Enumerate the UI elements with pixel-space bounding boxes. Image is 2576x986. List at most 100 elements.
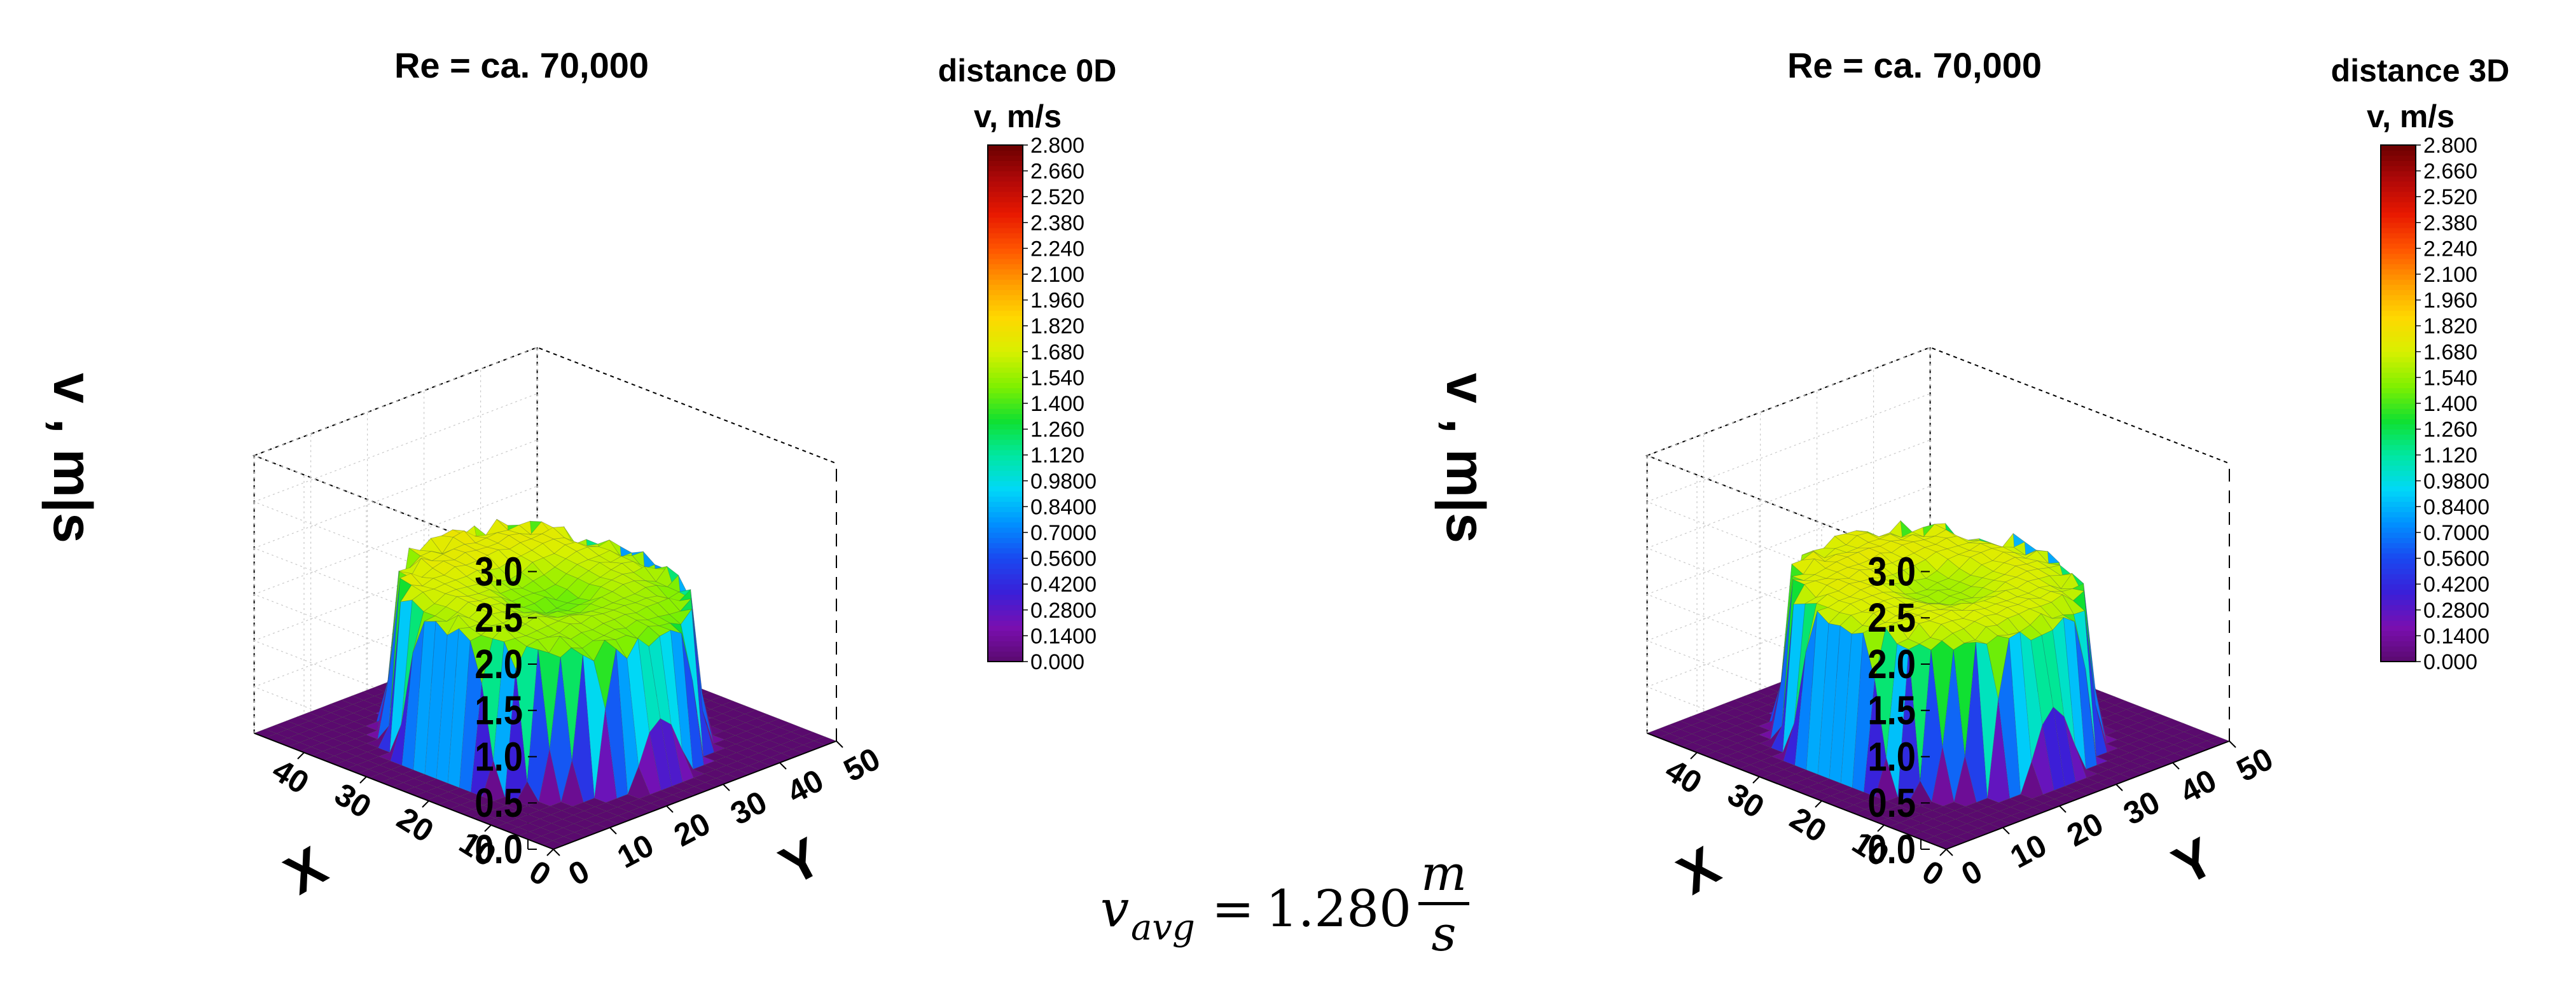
x-tick <box>1690 752 1698 760</box>
formula-value: 1.280 <box>1266 879 1412 938</box>
colorbar-segment <box>2381 362 2416 368</box>
colorbar-segment <box>2381 331 2416 337</box>
colorbar-segment <box>988 197 1023 202</box>
colorbar-segment <box>2381 548 2416 554</box>
surface-patch <box>2114 700 2138 710</box>
colorbar-segment <box>2381 248 2416 254</box>
colorbar-segment <box>988 398 1023 404</box>
colorbar-segment <box>988 635 1023 642</box>
colorbar-segment <box>988 305 1023 311</box>
colorbar-segment <box>2381 279 2416 285</box>
colorbar-segment <box>988 238 1023 244</box>
fraction-bar <box>1418 902 1469 905</box>
colorbar-segment <box>2381 439 2416 445</box>
colorbar-segment <box>2381 429 2416 435</box>
chart-title: Re = ca. 70,000 <box>394 45 649 85</box>
colorbar-label: v, m/s <box>974 99 1062 134</box>
colorbar-segment <box>988 356 1023 363</box>
grid-line <box>1645 347 1947 573</box>
colorbar-segment <box>2381 480 2416 487</box>
colorbar-tick-label: 2.240 <box>2423 237 2477 261</box>
colorbar-segment <box>988 315 1023 321</box>
colorbar-tick-label: 2.800 <box>2423 134 2477 158</box>
colorbar-segment <box>988 527 1023 533</box>
surface-patch <box>767 718 791 728</box>
colorbar-segment <box>988 475 1023 482</box>
colorbar-segment <box>2381 387 2416 394</box>
colorbar-segment <box>988 150 1023 156</box>
x-tick <box>1752 776 1760 784</box>
formula-unit-denominator: s <box>1431 905 1457 962</box>
colorbar-segment <box>988 176 1023 182</box>
colorbar-tick-label: 2.660 <box>1030 160 1084 184</box>
colorbar-segment <box>2381 227 2416 233</box>
colorbar-segment <box>988 186 1023 192</box>
y-tick <box>2172 762 2180 770</box>
colorbar-tick-label: 0.000 <box>2423 650 2477 674</box>
colorbar-segment <box>2381 197 2416 202</box>
colorbar-segment <box>988 212 1023 218</box>
colorbar-segment <box>988 491 1023 497</box>
colorbar-tick-label: 1.120 <box>2423 443 2477 468</box>
colorbar-segment <box>988 295 1023 301</box>
colorbar-segment <box>988 165 1023 172</box>
colorbar-segment <box>2381 491 2416 497</box>
y-tick-label: 30 <box>724 784 772 832</box>
colorbar-segment <box>2381 522 2416 528</box>
colorbar-segment <box>988 548 1023 554</box>
colorbar-segment <box>2381 573 2416 580</box>
colorbar-segment <box>988 170 1023 177</box>
colorbar-segment <box>2381 485 2416 492</box>
colorbar-segment <box>988 217 1023 223</box>
colorbar-segment <box>2381 553 2416 559</box>
average-velocity-formula: v avg = 1.280 m s <box>1100 846 1533 973</box>
colorbar-segment <box>2381 268 2416 275</box>
colorbar-segment <box>988 641 1023 647</box>
x-tick <box>297 752 305 760</box>
surface-patch <box>2102 696 2127 705</box>
colorbar-segment <box>2381 170 2416 177</box>
colorbar-segment <box>2381 609 2416 616</box>
colorbar-tick-label: 0.8400 <box>2423 495 2489 519</box>
colorbar-segment <box>988 222 1023 228</box>
surface-patch <box>2171 723 2196 732</box>
colorbar-segment <box>988 279 1023 285</box>
colorbar-segment <box>988 589 1023 595</box>
colorbar-segment <box>988 377 1023 384</box>
colorbar-tick-label: 1.260 <box>2423 418 2477 442</box>
colorbar-segment <box>988 538 1023 543</box>
colorbar-tick-label: 2.100 <box>2423 263 2477 287</box>
colorbar-segment <box>2381 496 2416 502</box>
y-tick-label: 20 <box>668 805 716 854</box>
y-tick-label: 0 <box>563 853 595 893</box>
colorbar-segment <box>988 351 1023 358</box>
colorbar-tick-label: 0.4200 <box>1030 573 1097 597</box>
colorbar-title: distance 3D <box>2331 53 2510 88</box>
colorbar-tick-label: 0.8400 <box>1030 495 1097 519</box>
colorbar: distance 3D v, m/s 0.0000.14000.28000.4200… <box>2331 53 2510 674</box>
colorbar-segment <box>2381 450 2416 455</box>
colorbar-segment <box>988 300 1023 306</box>
colorbar-segment <box>988 233 1023 239</box>
colorbar-segment <box>2381 460 2416 466</box>
colorbar-segment <box>2381 543 2416 548</box>
formula-subscript: avg <box>1131 907 1195 948</box>
colorbar-segment <box>2381 315 2416 321</box>
colorbar-segment <box>988 160 1023 167</box>
x-axis-label: X <box>1667 835 1729 906</box>
x-tick <box>1877 824 1885 832</box>
colorbar-segment <box>2381 367 2416 373</box>
colorbar-segment <box>988 346 1023 352</box>
colorbar-segment <box>2381 305 2416 311</box>
colorbar-segment <box>2381 594 2416 601</box>
x-tick <box>484 824 492 832</box>
y-tick <box>779 762 787 770</box>
z-tick-label: 0.5 <box>474 780 523 826</box>
colorbar-segment <box>2381 563 2416 569</box>
colorbar-tick-label: 0.2800 <box>2423 599 2489 623</box>
z-axis-label: v , m|s <box>1435 373 1496 543</box>
colorbar-segment <box>988 558 1023 564</box>
colorbar-segment <box>2381 202 2416 208</box>
colorbar-segment <box>988 460 1023 466</box>
